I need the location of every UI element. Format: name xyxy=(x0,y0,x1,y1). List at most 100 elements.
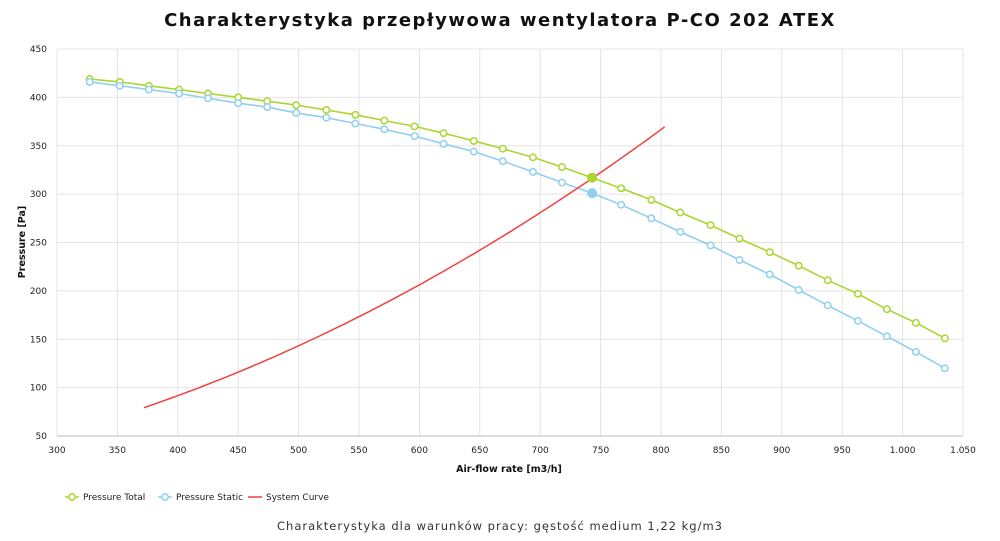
data-point-pressure-static xyxy=(823,301,832,310)
data-point-pressure-total xyxy=(882,305,891,314)
x-tick-label: 950 xyxy=(834,446,851,456)
data-point-pressure-static xyxy=(911,347,920,356)
data-point-pressure-static xyxy=(882,332,891,341)
data-point-pressure-total xyxy=(410,122,419,131)
series-line-system-curve xyxy=(143,126,666,409)
data-point-pressure-total xyxy=(380,116,389,125)
data-point-pressure-static xyxy=(85,77,94,86)
data-point-pressure-static xyxy=(410,132,419,141)
data-point-pressure-static xyxy=(765,270,774,279)
y-tick-label: 150 xyxy=(30,335,47,345)
series-system-curve xyxy=(143,126,666,409)
data-point-pressure-total xyxy=(557,163,566,171)
data-point-pressure-static xyxy=(498,157,507,166)
data-point-pressure-total xyxy=(765,248,774,257)
x-tick-label: 600 xyxy=(411,446,428,456)
data-point-pressure-static xyxy=(351,119,360,128)
data-point-pressure-static xyxy=(322,113,331,122)
data-point-pressure-static xyxy=(292,108,301,117)
y-tick-label: 200 xyxy=(30,287,47,297)
legend-label: Pressure Static xyxy=(176,493,243,503)
data-point-pressure-static xyxy=(144,85,153,94)
x-tick-label: 650 xyxy=(471,446,488,456)
operating-point-pressure-static xyxy=(587,188,598,199)
data-point-pressure-static xyxy=(234,99,243,108)
legend-item-pressure-static[interactable]: Pressure Static xyxy=(158,493,243,503)
data-point-pressure-total xyxy=(676,208,685,217)
data-point-pressure-static xyxy=(557,178,566,187)
series-pressure-total xyxy=(85,75,949,343)
data-point-pressure-static xyxy=(617,200,626,209)
data-point-pressure-static xyxy=(175,89,183,98)
x-tick-label: 500 xyxy=(290,446,307,456)
x-tick-label: 800 xyxy=(652,446,669,456)
y-tick-label: 50 xyxy=(36,432,48,442)
axes: 300 350 400 450 500 550 600 650 700 750 800 850 900 9… xyxy=(30,45,976,456)
data-point-pressure-static xyxy=(853,316,862,325)
x-tick-label: 700 xyxy=(532,446,549,456)
legend-item-system-curve[interactable]: System Curve xyxy=(248,493,329,503)
legend-swatch-marker xyxy=(68,493,76,501)
x-tick-label: 900 xyxy=(773,446,790,456)
data-point-pressure-total xyxy=(617,184,626,193)
data-point-pressure-total xyxy=(853,289,862,298)
x-tick-label: 750 xyxy=(592,446,609,456)
data-point-pressure-total xyxy=(351,110,360,119)
data-point-pressure-static xyxy=(735,255,744,264)
data-point-pressure-total xyxy=(706,221,715,230)
x-tick-label: 450 xyxy=(230,446,247,456)
data-point-pressure-total xyxy=(469,136,478,145)
data-point-pressure-static xyxy=(647,214,656,223)
data-point-pressure-total xyxy=(647,195,656,204)
data-point-pressure-total xyxy=(735,234,744,243)
x-tick-label: 300 xyxy=(48,446,65,456)
y-tick-label: 300 xyxy=(30,190,47,200)
y-axis-label: Pressure [Pa] xyxy=(17,206,28,278)
y-tick-label: 100 xyxy=(30,384,47,394)
plot-area xyxy=(85,75,949,409)
x-tick-label: 850 xyxy=(713,446,730,456)
x-tick-label: 1.000 xyxy=(890,446,916,456)
data-point-pressure-static xyxy=(439,139,448,148)
data-point-pressure-total xyxy=(439,129,448,138)
data-point-pressure-static xyxy=(676,227,685,236)
x-tick-label: 350 xyxy=(109,446,126,456)
legend-label: Pressure Total xyxy=(83,493,145,503)
legend[interactable]: Pressure Total Pressure Static System Curv… xyxy=(65,493,329,503)
data-point-pressure-total xyxy=(823,276,832,285)
legend-label: System Curve xyxy=(266,493,329,503)
y-tick-label: 350 xyxy=(30,142,47,152)
data-point-pressure-total xyxy=(940,334,949,343)
x-tick-label: 1.050 xyxy=(950,446,976,456)
data-point-pressure-static xyxy=(263,103,272,112)
y-tick-label: 400 xyxy=(30,93,47,103)
legend-item-pressure-total[interactable]: Pressure Total xyxy=(65,493,145,503)
series-line-pressure-static xyxy=(89,81,946,369)
data-point-pressure-static xyxy=(204,94,212,103)
chart-title: Charakterystyka przepływowa wentylatora … xyxy=(164,10,836,31)
data-point-pressure-static xyxy=(469,147,478,156)
data-point-pressure-total xyxy=(911,318,920,327)
y-tick-label: 450 xyxy=(30,45,47,55)
legend-swatch-marker xyxy=(161,493,169,501)
data-point-pressure-total xyxy=(498,144,507,153)
grid xyxy=(56,48,964,437)
series-line-pressure-total xyxy=(89,78,946,340)
data-point-pressure-static xyxy=(794,285,803,294)
chart-subtitle: Charakterystyka dla warunków pracy: gęst… xyxy=(277,519,723,533)
data-point-pressure-static xyxy=(529,167,537,176)
data-point-pressure-static xyxy=(380,125,389,134)
data-point-pressure-total xyxy=(529,153,537,162)
data-point-pressure-total xyxy=(292,101,301,110)
x-tick-label: 400 xyxy=(169,446,186,456)
x-axis-label: Air-flow rate [m3/h] xyxy=(456,464,562,475)
data-point-pressure-total xyxy=(322,106,331,114)
data-point-pressure-static xyxy=(115,81,124,90)
x-tick-label: 550 xyxy=(350,446,367,456)
data-point-pressure-static xyxy=(706,241,715,250)
series-pressure-static xyxy=(85,77,949,373)
data-point-pressure-static xyxy=(940,364,949,373)
y-tick-label: 250 xyxy=(30,239,47,249)
operating-point-pressure-total xyxy=(587,172,598,183)
